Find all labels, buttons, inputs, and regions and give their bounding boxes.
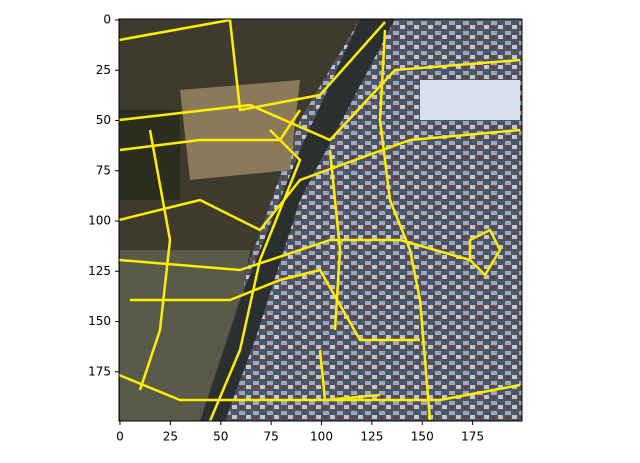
y-tick-label: 175: [88, 364, 111, 378]
x-tick-label: 25: [163, 430, 178, 444]
x-tick-label: 50: [213, 430, 228, 444]
y-tick-label: 25: [96, 63, 111, 77]
x-tick-label: 175: [461, 430, 484, 444]
y-tick-label: 75: [96, 163, 111, 177]
y-tick-label: 50: [96, 113, 111, 127]
x-tick-label: 100: [310, 430, 333, 444]
x-tick-label: 0: [116, 430, 124, 444]
y-tick-label: 125: [88, 264, 111, 278]
y-tick-label: 100: [88, 214, 111, 228]
satellite-image: [119, 19, 522, 421]
axes-frame: [118, 18, 523, 422]
y-tick-label: 150: [88, 314, 111, 328]
x-tick-label: 125: [360, 430, 383, 444]
x-tick-label: 75: [263, 430, 278, 444]
y-tick-label: 0: [103, 13, 111, 27]
x-tick-label: 150: [411, 430, 434, 444]
